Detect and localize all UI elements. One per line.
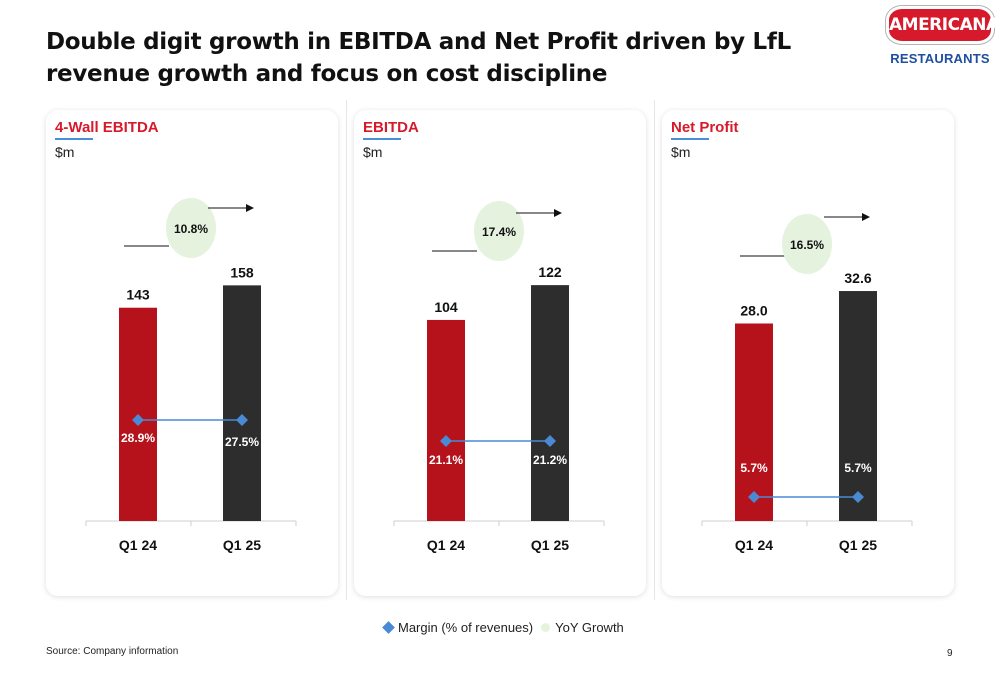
margin-point [748,491,760,503]
americana-logo: AMERICANA RESTAURANTS [886,6,999,72]
growth-bubble [782,214,832,274]
growth-arrow-head [246,204,254,212]
margin-label: 5.7% [740,461,768,475]
panel-title: 4-Wall EBITDA [55,119,159,136]
logo-name: AMERICANA [889,15,999,35]
page-title: Double digit growth in EBITDA and Net Pr… [46,29,791,87]
title-underline [55,138,93,140]
bar-q1-25 [223,285,261,521]
growth-bubble [474,201,524,261]
panel-net-profit: Net Profit $m 28.0 Q1 24 32.6 Q1 25 5.7% 5.7%… [662,110,954,596]
growth-bubble [166,198,216,258]
growth-label: 10.8% [174,222,208,236]
growth-arrow-head [862,213,870,221]
margin-point [440,435,452,447]
bar-value-label: 143 [126,287,150,303]
panel-unit: $m [363,144,383,160]
bar-value-label: 122 [538,264,562,280]
bar-value-label: 28.0 [740,302,767,318]
growth-label: 17.4% [482,225,516,239]
page-number: 9 [947,648,953,659]
margin-point [852,491,864,503]
margin-legend-marker [382,621,395,634]
margin-legend-label: Margin (% of revenues) [398,620,534,635]
panel-4wall-ebitda: 4-Wall EBITDA $m 143 Q1 24 158 Q1 25 28.9% 27… [46,110,338,596]
panel-unit: $m [55,144,75,160]
growth-legend-label: YoY Growth [555,620,624,635]
legend: Margin (% of revenues) YoY Growth [382,620,624,635]
chart-svg: 143 Q1 24 158 Q1 25 28.9% 27.5% 10.8% [85,198,297,553]
margin-label: 21.1% [429,453,463,467]
margin-point [236,414,248,426]
panel-title: Net Profit [671,119,739,136]
panel-divider [346,100,347,600]
x-tick-label: Q1 25 [531,537,569,553]
source-note: Source: Company information [46,646,179,657]
growth-label: 16.5% [790,238,824,252]
bar-q1-24 [735,323,773,521]
margin-label: 21.2% [533,453,567,467]
x-tick-label: Q1 24 [735,537,773,553]
x-tick-label: Q1 25 [223,537,261,553]
margin-point [544,435,556,447]
panel-title: EBITDA [363,119,419,136]
logo-badge: AMERICANA [886,6,999,44]
logo-subtitle: RESTAURANTS [890,51,990,66]
bar-value-label: 32.6 [844,270,871,286]
bar-q1-24 [427,319,465,521]
panel-ebitda: EBITDA $m 104 Q1 24 122 Q1 25 21.1% 21.2% 17.4… [354,110,646,596]
margin-label: 28.9% [121,431,155,445]
x-tick-label: Q1 24 [427,537,465,553]
title-underline [671,138,709,140]
x-tick-label: Q1 25 [839,537,877,553]
margin-label: 27.5% [225,435,259,449]
title-underline [363,138,401,140]
bar-q1-25 [531,285,569,521]
bar-value-label: 104 [434,299,458,315]
bar-value-label: 158 [230,264,254,280]
growth-arrow-head [554,209,562,217]
chart-svg: 28.0 Q1 24 32.6 Q1 25 5.7% 5.7% 16.5% [701,213,913,553]
panel-unit: $m [671,144,691,160]
bar-q1-25 [839,291,877,521]
margin-label: 5.7% [844,461,872,475]
growth-legend-marker [541,623,551,632]
x-tick-label: Q1 24 [119,537,157,553]
panel-divider [654,100,655,600]
margin-point [132,414,144,426]
chart-svg: 104 Q1 24 122 Q1 25 21.1% 21.2% 17.4% [393,201,605,553]
